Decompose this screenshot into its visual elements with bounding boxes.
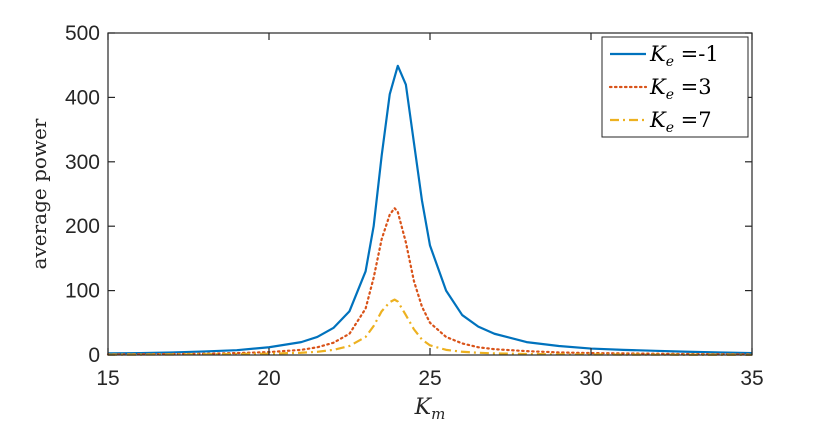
legend-label-sub: e — [666, 87, 674, 103]
y-axis-label: average power — [27, 118, 51, 269]
legend-label-value: =3 — [674, 75, 712, 99]
legend-label-value: =-1 — [674, 42, 719, 66]
legend-label-3: Ke =7 — [649, 108, 712, 136]
legend-label-main: K — [649, 108, 667, 132]
legend-label-value: =7 — [674, 108, 712, 132]
x-tick-label: 25 — [418, 367, 441, 390]
legend-label-sub: e — [666, 120, 674, 136]
y-tick-label: 300 — [65, 151, 100, 174]
x-axis-label: Km — [414, 395, 446, 423]
labels-layer: Km average power — [27, 118, 445, 423]
series-line-3 — [107, 298, 753, 356]
x-tick-label: 20 — [257, 367, 280, 390]
legend-label-sub: e — [666, 54, 674, 70]
x-axis-label-sub: m — [431, 405, 445, 423]
x-tick-label: 15 — [96, 367, 119, 390]
legend-label-2: Ke =3 — [649, 75, 712, 103]
y-tick-label: 100 — [65, 280, 100, 303]
legend-label-main: K — [649, 42, 667, 66]
legend-label-1: Ke =-1 — [649, 42, 719, 70]
y-tick-label: 400 — [65, 86, 100, 109]
x-tick-label: 30 — [579, 367, 602, 390]
legend-label-main: K — [649, 75, 667, 99]
ticks-layer: 15 20 25 30 35 0 100 200 300 400 500 — [65, 22, 764, 390]
series-line-2 — [106, 207, 754, 356]
y-tick-label: 200 — [65, 215, 100, 238]
y-tick-label: 0 — [88, 344, 100, 367]
x-axis-label-main: K — [414, 395, 433, 420]
y-tick-label: 500 — [65, 22, 100, 45]
legend: Ke =-1Ke =3Ke =7 — [601, 36, 749, 138]
x-tick-label: 35 — [740, 367, 763, 390]
